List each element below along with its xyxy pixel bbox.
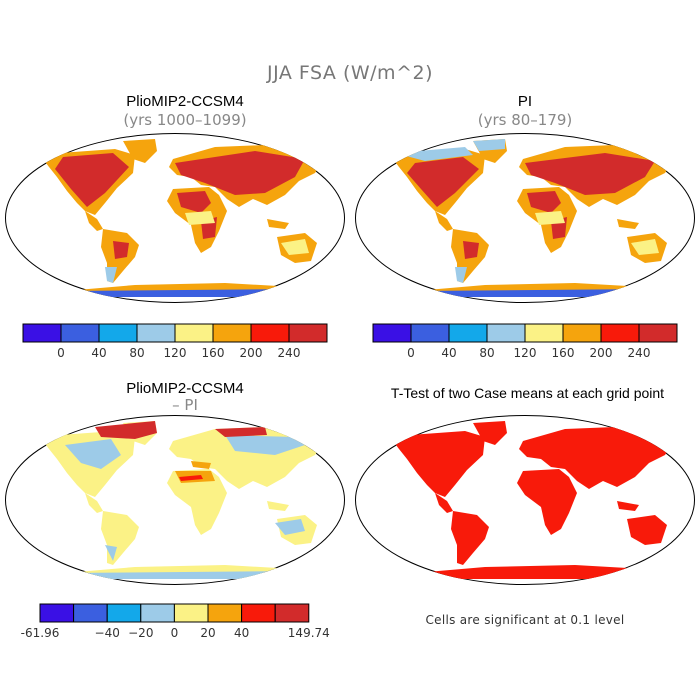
significance-note: Cells are significant at 0.1 level	[425, 613, 625, 627]
panel2-map	[355, 133, 695, 303]
colorbar-box	[174, 323, 214, 343]
colorbar-box	[136, 323, 176, 343]
colorbar-box	[372, 323, 412, 343]
colorbar-tick-label: 160	[202, 346, 225, 360]
colorbar-box	[600, 323, 640, 343]
colorbar-tick-label: 0	[171, 626, 179, 640]
colorbar-tick-label: 160	[552, 346, 575, 360]
colorbar-tick-label: 40	[441, 346, 456, 360]
colorbar-panel2: 0 40 80 120 160 200 240	[372, 323, 678, 360]
colorbar-box	[173, 603, 209, 623]
panel2-title: PI	[517, 93, 533, 110]
panel4-map	[355, 415, 695, 585]
colorbar-box	[562, 323, 602, 343]
colorbar-tick-label: 40	[91, 346, 106, 360]
colorbar-box	[638, 323, 678, 343]
colorbar-box	[140, 603, 175, 623]
colorbar-panel1-labels: 0 40 80 120 160 200 240	[57, 346, 300, 360]
colorbar-panel2-labels: 0 40 80 120 160 200 240	[407, 346, 650, 360]
panel3-map	[5, 415, 345, 585]
colorbar-panel3: -61.96 −40 −20 0 20 40 149.74	[21, 603, 330, 640]
colorbar-panel1-boxes	[22, 323, 328, 343]
panel1-map	[5, 133, 345, 303]
colorbar-tick-label: 80	[479, 346, 494, 360]
panel1-subtitle: (yrs 1000–1099)	[123, 111, 247, 129]
colorbar-box	[22, 323, 62, 343]
colorbar-tick-label: 149.74	[288, 626, 330, 640]
colorbar-box	[410, 323, 450, 343]
colorbar-tick-label: 120	[514, 346, 537, 360]
figure-title: JJA FSA (W/m^2)	[267, 62, 433, 84]
colorbar-box	[486, 323, 526, 343]
colorbar-tick-label: −20	[128, 626, 153, 640]
colorbar-box	[448, 323, 488, 343]
colorbar-tick-label: 120	[164, 346, 187, 360]
colorbar-box	[98, 323, 138, 343]
colorbar-tick-label: 80	[129, 346, 144, 360]
colorbar-tick-label: 240	[278, 346, 301, 360]
colorbar-tick-label: 200	[590, 346, 613, 360]
colorbar-box	[288, 323, 328, 343]
colorbar-box	[39, 603, 75, 623]
colorbar-box	[250, 323, 290, 343]
colorbar-tick-label: 0	[407, 346, 415, 360]
colorbar-box	[60, 323, 100, 343]
colorbar-tick-label: -61.96	[21, 626, 60, 640]
colorbar-box	[73, 603, 108, 623]
colorbar-box	[274, 603, 310, 623]
colorbar-box	[212, 323, 252, 343]
colorbar-tick-label: −40	[95, 626, 120, 640]
colorbar-tick-label: 40	[234, 626, 249, 640]
colorbar-box	[207, 603, 243, 623]
colorbar-panel3-boxes	[39, 603, 310, 623]
colorbar-box	[524, 323, 564, 343]
colorbar-box	[241, 603, 276, 623]
panel4-title: T-Test of two Case means at each grid po…	[390, 385, 665, 401]
panel1-title: PlioMIP2-CCSM4	[126, 93, 244, 110]
panel3-subtitle: – PI	[172, 396, 198, 414]
colorbar-tick-label: 240	[628, 346, 651, 360]
colorbar-panel2-boxes	[372, 323, 678, 343]
colorbar-panel3-labels: -61.96 −40 −20 0 20 40 149.74	[21, 626, 330, 640]
panel2-subtitle: (yrs 80–179)	[477, 111, 573, 129]
colorbar-tick-label: 20	[200, 626, 215, 640]
colorbar-box	[106, 603, 142, 623]
colorbar-tick-label: 200	[240, 346, 263, 360]
colorbar-panel1: 0 40 80 120 160 200 240	[22, 323, 328, 360]
colorbar-tick-label: 0	[57, 346, 65, 360]
panel3-title: PlioMIP2-CCSM4	[126, 380, 244, 397]
